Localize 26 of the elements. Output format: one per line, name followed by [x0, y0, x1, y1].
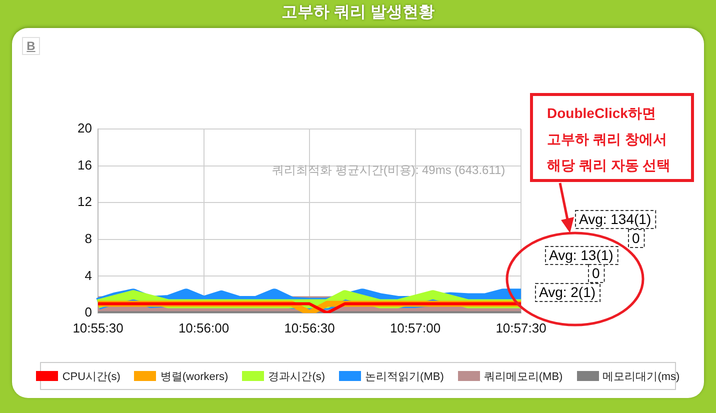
chart-title: 고부하 쿼리 발생현황 [280, 3, 436, 23]
legend-label: 메모리대기(ms) [602, 370, 680, 384]
y-tick-label: 12 [78, 194, 92, 210]
y-tick-label: 20 [78, 120, 92, 136]
legend-label: CPU시간(s) [62, 370, 120, 384]
text: Avg: 134(1) [579, 211, 652, 227]
x-tick-label: 10:56:30 [284, 320, 335, 336]
x-tick-label: 10:57:30 [496, 320, 546, 336]
text: 0 [592, 265, 600, 281]
x-tick-label: 10:55:30 [72, 320, 124, 336]
legend-label: 병렬(workers) [160, 370, 228, 384]
text: DoubleClick하면 고부하 쿼리 창에서 해당 쿼리 자동 선택 [530, 93, 694, 182]
legend-label: 쿼리메모리(MB) [484, 370, 563, 384]
x-tick-label: 10:56:00 [178, 320, 230, 336]
text: 0 [632, 230, 640, 246]
legend-label: 논리적읽기(MB) [365, 370, 444, 384]
y-tick-label: 16 [78, 157, 92, 172]
y-tick-label: 4 [84, 268, 92, 283]
y-tick-label: 8 [84, 230, 92, 246]
text: Avg: 13(1) [549, 247, 614, 263]
text: Avg: 2(1) [539, 284, 596, 300]
x-tick-label: 10:57:00 [390, 320, 441, 336]
text: 쿼리최적화 평균시간(비용): 49ms (643.611) [272, 162, 506, 179]
text: B [22, 37, 40, 55]
y-tick-label: 0 [84, 304, 92, 320]
legend-label: 경과시간(s) [268, 370, 326, 384]
